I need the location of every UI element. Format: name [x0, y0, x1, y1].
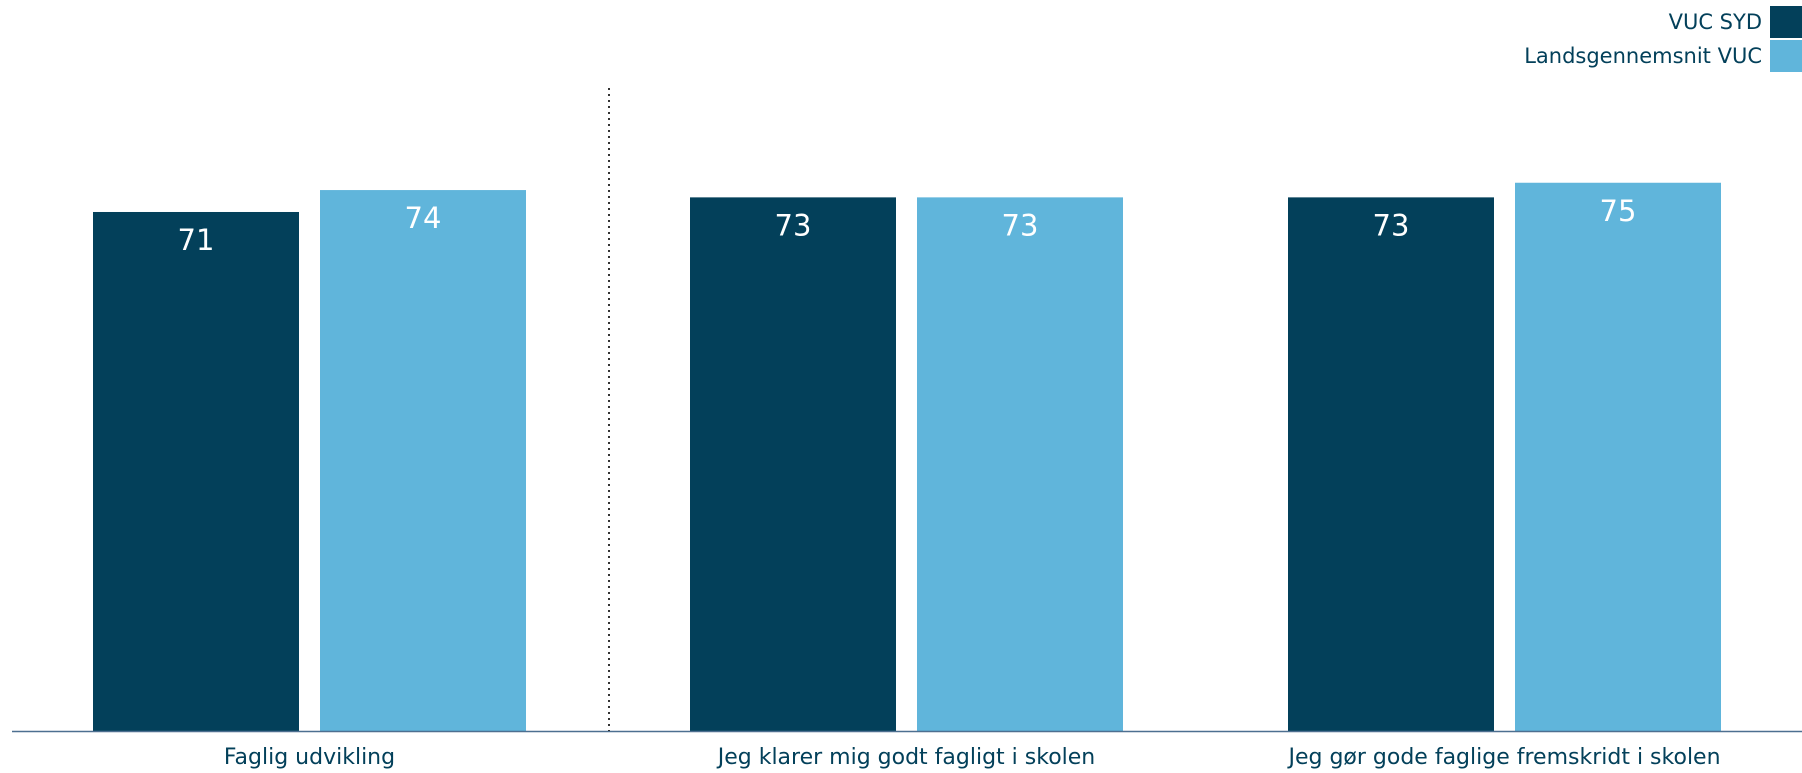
category-label: Faglig udvikling: [224, 745, 395, 770]
data-label: 73: [1373, 208, 1410, 242]
legend: VUC SYD Landsgennemsnit VUC: [1524, 6, 1802, 74]
legend-swatch-landsgennemsnit: [1770, 40, 1802, 72]
data-label: 74: [405, 201, 442, 235]
data-label: 75: [1600, 194, 1637, 228]
data-label: 71: [178, 223, 215, 257]
bar: [1515, 182, 1721, 731]
legend-label-vuc-syd: VUC SYD: [1668, 10, 1762, 34]
bar: [93, 211, 299, 732]
category-label: Jeg klarer mig godt fagligt i skolen: [716, 745, 1096, 770]
bar: [917, 197, 1123, 731]
data-label: 73: [1002, 208, 1039, 242]
legend-label-landsgennemsnit: Landsgennemsnit VUC: [1524, 44, 1762, 68]
bar: [690, 197, 896, 731]
category-label: Jeg gør gode faglige fremskridt i skolen: [1286, 745, 1720, 770]
data-label: 73: [775, 208, 812, 242]
legend-item-vuc-syd: VUC SYD: [1524, 6, 1802, 38]
legend-swatch-vuc-syd: [1770, 6, 1802, 38]
bar: [1288, 197, 1494, 731]
bar: [320, 190, 526, 731]
legend-item-landsgennemsnit: Landsgennemsnit VUC: [1524, 40, 1802, 72]
